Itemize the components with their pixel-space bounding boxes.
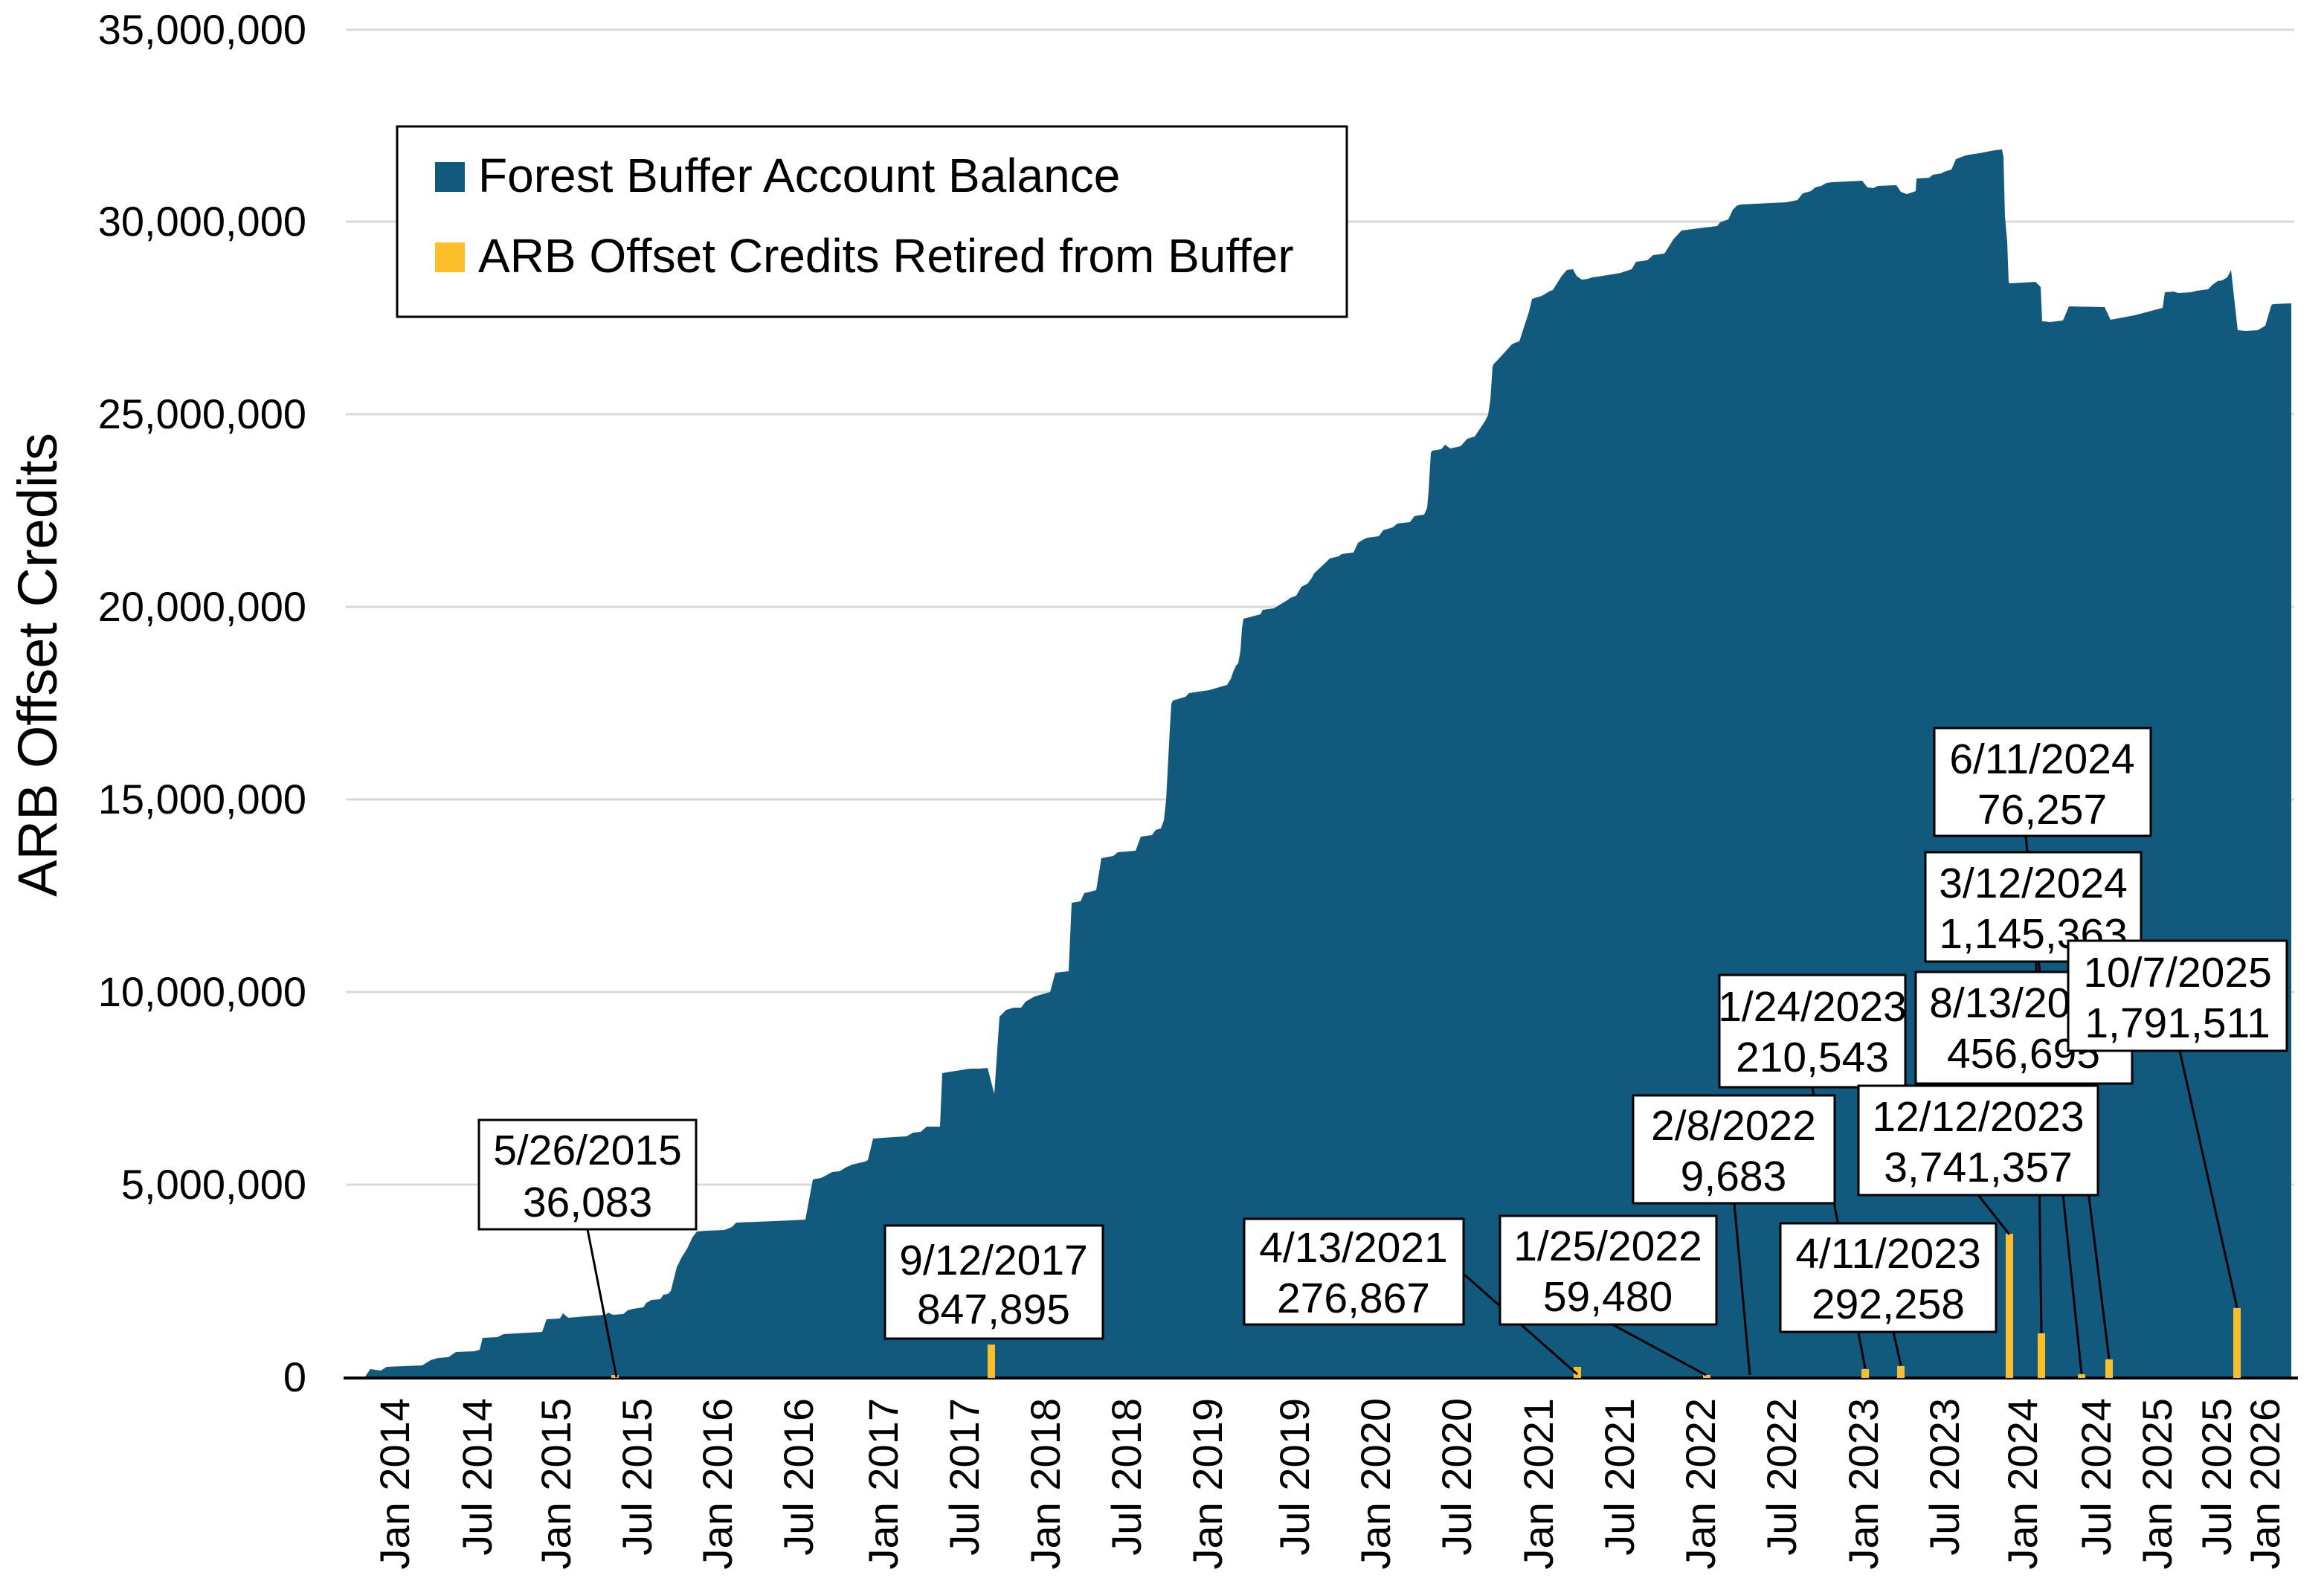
svg-text:Jan 2017: Jan 2017 <box>860 1398 907 1569</box>
svg-text:5,000,000: 5,000,000 <box>121 1161 306 1208</box>
svg-text:Jan 2014: Jan 2014 <box>371 1398 418 1569</box>
svg-text:35,000,000: 35,000,000 <box>98 6 306 53</box>
svg-text:0: 0 <box>283 1353 306 1400</box>
svg-text:210,543: 210,543 <box>1736 1034 1889 1081</box>
svg-text:Jan 2018: Jan 2018 <box>1022 1398 1069 1569</box>
svg-text:Jul 2018: Jul 2018 <box>1103 1398 1150 1556</box>
svg-text:292,258: 292,258 <box>1812 1281 1965 1328</box>
svg-text:9/12/2017: 9/12/2017 <box>899 1237 1088 1284</box>
svg-text:Forest Buffer Account Balance: Forest Buffer Account Balance <box>478 149 1120 202</box>
svg-text:Jan 2021: Jan 2021 <box>1515 1398 1562 1569</box>
svg-text:Jul 2019: Jul 2019 <box>1271 1398 1318 1556</box>
svg-text:3,741,357: 3,741,357 <box>1884 1144 2073 1191</box>
svg-text:9,683: 9,683 <box>1681 1153 1787 1200</box>
svg-text:36,083: 36,083 <box>523 1179 652 1226</box>
svg-text:Jul 2021: Jul 2021 <box>1596 1398 1643 1556</box>
svg-text:1,791,511: 1,791,511 <box>2085 999 2270 1047</box>
svg-text:Jan 2020: Jan 2020 <box>1352 1398 1399 1569</box>
svg-text:Jul 2020: Jul 2020 <box>1433 1398 1480 1556</box>
svg-text:76,257: 76,257 <box>1977 786 2107 834</box>
svg-text:25,000,000: 25,000,000 <box>98 390 306 437</box>
svg-text:10/7/2025: 10/7/2025 <box>2083 949 2272 997</box>
svg-text:6/11/2024: 6/11/2024 <box>1949 735 2134 783</box>
svg-text:10,000,000: 10,000,000 <box>98 968 306 1015</box>
svg-text:59,480: 59,480 <box>1543 1273 1673 1321</box>
svg-text:Jul 2014: Jul 2014 <box>454 1398 500 1556</box>
svg-text:Jan 2025: Jan 2025 <box>2134 1398 2180 1569</box>
svg-text:4/13/2021: 4/13/2021 <box>1259 1224 1448 1272</box>
svg-text:847,895: 847,895 <box>917 1286 1070 1333</box>
svg-text:Jan 2016: Jan 2016 <box>694 1398 741 1569</box>
svg-text:20,000,000: 20,000,000 <box>98 583 306 630</box>
svg-text:3/12/2024: 3/12/2024 <box>1939 860 2128 907</box>
svg-text:Jan 2023: Jan 2023 <box>1840 1398 1887 1569</box>
svg-text:Jul 2025: Jul 2025 <box>2193 1398 2240 1556</box>
svg-text:Jul 2017: Jul 2017 <box>941 1398 988 1556</box>
svg-text:ARB Offset Credits: ARB Offset Credits <box>7 433 68 897</box>
svg-text:276,867: 276,867 <box>1277 1275 1430 1322</box>
svg-text:Jan 2022: Jan 2022 <box>1677 1398 1724 1569</box>
svg-text:Jan 2024: Jan 2024 <box>1999 1398 2046 1569</box>
svg-text:Jul 2015: Jul 2015 <box>614 1398 660 1556</box>
svg-text:5/26/2015: 5/26/2015 <box>493 1127 682 1174</box>
svg-text:1/25/2022: 1/25/2022 <box>1513 1223 1702 1270</box>
svg-text:Jul 2024: Jul 2024 <box>2073 1398 2119 1556</box>
svg-text:Jan 2015: Jan 2015 <box>532 1398 579 1569</box>
svg-text:12/12/2023: 12/12/2023 <box>1872 1093 2084 1141</box>
svg-text:ARB Offset Credits Retired fro: ARB Offset Credits Retired from Buffer <box>478 229 1294 283</box>
svg-text:Jul 2016: Jul 2016 <box>775 1398 822 1556</box>
svg-text:Jan 2019: Jan 2019 <box>1184 1398 1231 1569</box>
svg-text:15,000,000: 15,000,000 <box>98 776 306 822</box>
svg-text:2/8/2022: 2/8/2022 <box>1651 1102 1816 1150</box>
svg-text:Jul 2023: Jul 2023 <box>1921 1398 1968 1556</box>
svg-text:4/11/2023: 4/11/2023 <box>1795 1230 1980 1278</box>
svg-text:30,000,000: 30,000,000 <box>98 198 306 245</box>
svg-text:Jul 2022: Jul 2022 <box>1758 1398 1805 1556</box>
svg-text:1/24/2023: 1/24/2023 <box>1718 983 1907 1031</box>
svg-text:Jan 2026: Jan 2026 <box>2241 1398 2288 1569</box>
